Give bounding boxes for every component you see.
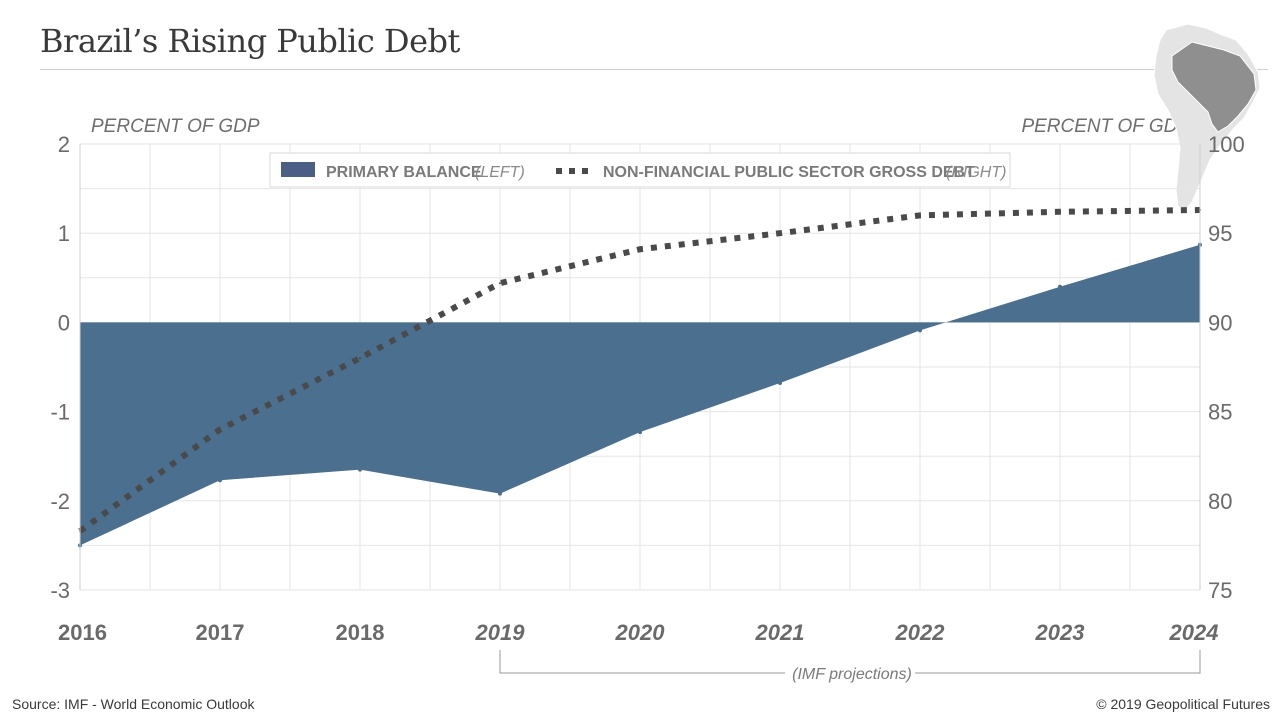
x-axis-tick-label: 2022 bbox=[895, 620, 946, 645]
x-axis-tick-label: 2016 bbox=[58, 620, 107, 645]
left-axis-tick-label: -3 bbox=[50, 578, 70, 603]
legend-label-debt: NON-FINANCIAL PUBLIC SECTOR GROSS DEBT bbox=[603, 164, 975, 181]
debt-point bbox=[1059, 210, 1061, 213]
primary-balance-point bbox=[778, 381, 782, 386]
left-axis-tick-label: 0 bbox=[58, 310, 70, 335]
x-axis-tick-label: 2018 bbox=[336, 620, 385, 645]
left-axis-tick-label: -2 bbox=[50, 489, 70, 514]
primary-balance-area bbox=[80, 244, 1200, 546]
copyright-note: © 2019 Geopolitical Futures bbox=[1096, 696, 1270, 712]
primary-balance-point bbox=[638, 430, 642, 435]
debt-point bbox=[499, 282, 501, 285]
legend-note-debt: (RIGHT) bbox=[946, 164, 1006, 181]
debt-point bbox=[779, 232, 781, 235]
legend: PRIMARY BALANCE(LEFT) NON-FINANCIAL PUBLI… bbox=[269, 152, 1011, 188]
debt-point bbox=[219, 428, 221, 431]
primary-balance-point bbox=[498, 491, 502, 496]
legend-swatch-primary-balance bbox=[281, 162, 315, 177]
x-axis-tick-label: 2017 bbox=[196, 620, 245, 645]
left-axis-tick-label: -1 bbox=[50, 400, 70, 425]
projection-bracket-right bbox=[915, 650, 1201, 674]
title-divider bbox=[40, 69, 1268, 70]
page-title: Brazil’s Rising Public Debt bbox=[40, 22, 460, 60]
primary-balance-point bbox=[918, 328, 922, 333]
primary-balance-point bbox=[1058, 284, 1062, 289]
source-note: Source: IMF - World Economic Outlook bbox=[12, 696, 255, 712]
legend-label-primary-balance: PRIMARY BALANCE bbox=[326, 164, 482, 181]
debt-point bbox=[359, 357, 361, 360]
primary-balance-point bbox=[358, 467, 362, 472]
projection-label: (IMF projections) bbox=[792, 666, 912, 683]
primary-balance-point bbox=[218, 478, 222, 483]
projection-bracket-left bbox=[499, 650, 785, 674]
x-axis-tick-label: 2024 bbox=[1169, 620, 1219, 645]
x-axis-tick-label: 2020 bbox=[615, 620, 666, 645]
primary-balance-series bbox=[78, 242, 1202, 548]
right-axis-tick-label: 75 bbox=[1208, 578, 1232, 603]
left-axis-tick-label: 2 bbox=[58, 132, 70, 157]
debt-point bbox=[919, 214, 921, 217]
left-axis-tick-label: 1 bbox=[58, 221, 70, 246]
debt-point bbox=[639, 248, 641, 251]
right-axis-tick-label: 95 bbox=[1208, 221, 1232, 246]
legend-box bbox=[269, 152, 1011, 188]
legend-note-primary-balance: (LEFT) bbox=[475, 164, 525, 181]
right-axis-tick-label: 100 bbox=[1208, 132, 1245, 157]
x-axis-tick-label: 2021 bbox=[755, 620, 805, 645]
x-axis-tick-label: 2019 bbox=[475, 620, 526, 645]
projection-annotation: (IMF projections) bbox=[499, 650, 1201, 683]
x-axis-tick-label: 2023 bbox=[1035, 620, 1085, 645]
right-axis-tick-label: 90 bbox=[1208, 310, 1232, 335]
right-axis-tick-label: 80 bbox=[1208, 489, 1232, 514]
right-axis-tick-label: 85 bbox=[1208, 400, 1232, 425]
right-axis-unit-label: PERCENT OF GDP bbox=[1021, 116, 1190, 137]
south-america-map-icon bbox=[1153, 23, 1261, 213]
left-axis-unit-label: PERCENT OF GDP bbox=[91, 116, 260, 137]
axes: 2 1 0 -1 -2 -3 100 95 90 85 80 75 2016 2017 2018 2019 20… bbox=[50, 132, 1244, 645]
